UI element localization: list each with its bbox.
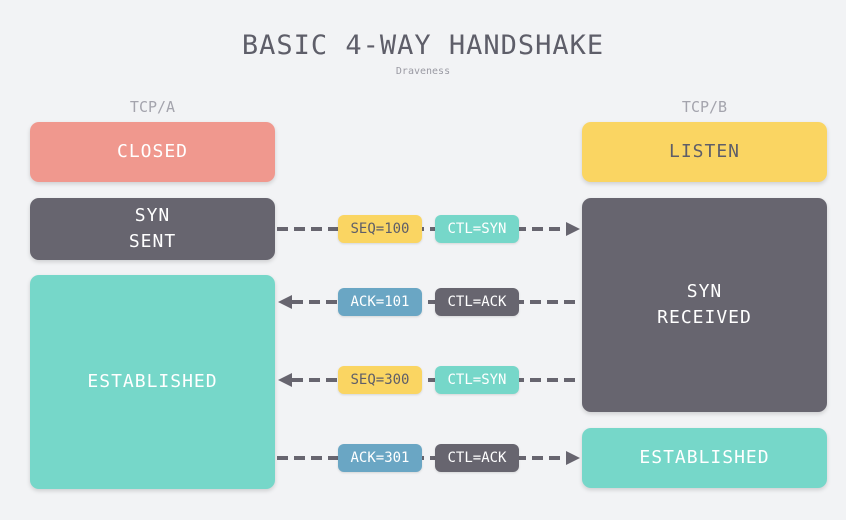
tcp-b-established-state: ESTABLISHED [582,428,827,488]
tcp-a-label: TCP/A [129,98,176,116]
state-label: ESTABLISHED [639,447,770,468]
pill-label: CTL=ACK [447,450,507,466]
state-label-line1: SYN [686,281,723,302]
message-2-ctl-pill: CTL=ACK [435,288,519,316]
state-label: LISTEN [668,141,741,162]
message-1-seq-pill: SEQ=100 [338,215,422,243]
tcp-b-label: TCP/B [681,98,728,116]
tcp-b-listen-state: LISTEN [582,122,827,182]
tcp-a-syn-sent-state: SYN SENT [30,198,275,260]
arrow-1-head [566,222,580,236]
message-1-ctl-pill: CTL=SYN [435,215,519,243]
state-label: CLOSED [116,141,189,162]
tcp-b-syn-received-state: SYN RECEIVED [582,198,827,412]
tcp-a-closed-state: CLOSED [30,122,275,182]
pill-label: CTL=ACK [447,294,507,310]
pill-label: CTL=SYN [447,221,507,237]
pill-label: SEQ=100 [350,221,410,237]
state-label-line2: SENT [128,231,177,252]
pill-label: ACK=301 [350,450,410,466]
arrow-2-head [278,295,292,309]
state-label: ESTABLISHED [87,371,218,392]
message-4-ctl-pill: CTL=ACK [435,444,519,472]
pill-label: ACK=101 [350,294,410,310]
diagram-subtitle: Draveness [395,66,451,77]
arrow-4-head [566,451,580,465]
pill-label: SEQ=300 [350,372,410,388]
arrow-3-head [278,373,292,387]
message-3-seq-pill: SEQ=300 [338,366,422,394]
message-4-seq-pill: ACK=301 [338,444,422,472]
pill-label: CTL=SYN [447,372,507,388]
state-label-line2: RECEIVED [657,307,752,328]
state-label-line1: SYN [134,205,171,226]
diagram-title: BASIC 4-WAY HANDSHAKE [241,30,605,61]
tcp-a-established-state: ESTABLISHED [30,275,275,489]
message-2-seq-pill: ACK=101 [338,288,422,316]
message-3-ctl-pill: CTL=SYN [435,366,519,394]
